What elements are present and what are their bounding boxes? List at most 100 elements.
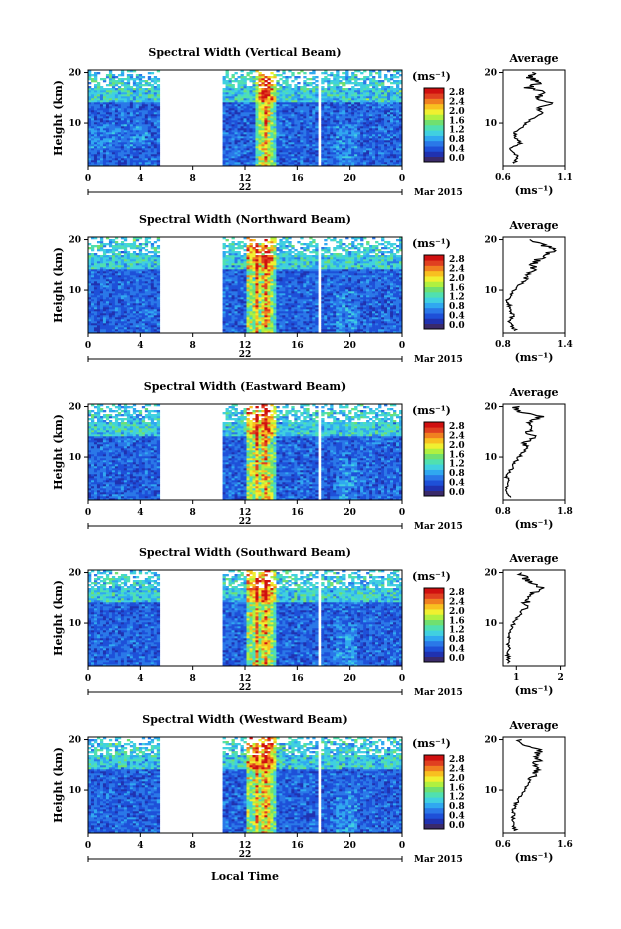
heatmap-cell: [228, 138, 232, 141]
heatmap-cell: [114, 126, 119, 129]
heatmap-cell: [156, 120, 161, 123]
heatmap-cell: [231, 311, 235, 314]
heatmap-cell: [393, 146, 397, 149]
heatmap-cell: [252, 122, 256, 125]
heatmap-cell: [303, 88, 307, 91]
heatmap-cell: [138, 311, 143, 314]
heatmap-cell: [156, 313, 161, 316]
heatmap-cell: [231, 128, 235, 131]
heatmap-cell: [264, 108, 268, 111]
heatmap-cell: [150, 267, 155, 270]
heatmap-cell: [129, 281, 134, 284]
heatmap-cell: [276, 124, 280, 127]
heatmap-cell: [306, 78, 310, 81]
heatmap-cell: [156, 301, 161, 304]
heatmap-cell: [93, 301, 98, 304]
heatmap-cell: [396, 148, 400, 151]
heatmap-cell: [375, 92, 379, 95]
heatmap-cell: [108, 162, 113, 165]
heatmap-cell: [267, 160, 271, 163]
heatmap-cell: [147, 76, 152, 79]
heatmap-cell: [120, 315, 125, 318]
heatmap-cell: [138, 102, 143, 105]
heatmap-cell: [144, 134, 149, 137]
heatmap-cell: [108, 154, 113, 157]
heatmap-cell: [291, 150, 295, 153]
heatmap-cell: [105, 255, 110, 258]
heatmap-cell: [105, 321, 110, 324]
heatmap-cell: [141, 243, 146, 246]
heatmap-cell: [135, 92, 140, 95]
heatmap-cell: [222, 253, 226, 256]
heatmap-cell: [129, 297, 134, 300]
heatmap-cell: [96, 100, 101, 103]
heatmap-cell: [348, 132, 352, 135]
heatmap-cell: [150, 329, 155, 332]
heatmap-cell: [336, 164, 340, 167]
heatmap-cell: [321, 86, 325, 89]
heatmap-cell: [147, 289, 152, 292]
heatmap-cell: [237, 116, 241, 119]
heatmap-cell: [102, 281, 107, 284]
heatmap-cell: [321, 82, 325, 85]
heatmap-cell: [345, 70, 349, 73]
heatmap-cell: [243, 82, 247, 85]
heatmap-cell: [279, 124, 283, 127]
heatmap-cell: [108, 156, 113, 159]
heatmap-cell: [88, 327, 92, 330]
heatmap-cell: [399, 164, 403, 167]
heatmap-cell: [357, 150, 361, 153]
heatmap-cell: [129, 90, 134, 93]
heatmap-cell: [240, 74, 244, 77]
heatmap-cell: [231, 319, 235, 322]
heatmap-cell: [153, 277, 158, 280]
heatmap-cell: [96, 160, 101, 163]
heatmap-cell: [88, 325, 92, 328]
heatmap-cell: [234, 281, 238, 284]
heatmap-cell: [300, 88, 304, 91]
heatmap-cell: [378, 156, 382, 159]
heatmap-cell: [144, 239, 149, 242]
heatmap-cell: [156, 307, 161, 310]
heatmap-cell: [141, 84, 146, 87]
heatmap-cell: [309, 90, 313, 93]
heatmap-cell: [126, 86, 131, 89]
heatmap-cell: [357, 156, 361, 159]
heatmap-cell: [393, 114, 397, 117]
heatmap-cell: [279, 146, 283, 149]
heatmap-cell: [387, 102, 391, 105]
heatmap-cell: [135, 273, 140, 276]
heatmap-cell: [150, 100, 155, 103]
heatmap-cell: [321, 90, 325, 93]
heatmap-cell: [255, 150, 259, 153]
heatmap-cell: [141, 317, 146, 320]
heatmap-cell: [246, 146, 250, 149]
heatmap-cell: [123, 315, 128, 318]
heatmap-cell: [138, 76, 143, 79]
heatmap-cell: [129, 331, 134, 334]
heatmap-cell: [93, 323, 98, 326]
heatmap-cell: [264, 96, 268, 99]
heatmap-cell: [138, 138, 143, 141]
heatmap-cell: [153, 152, 158, 155]
heatmap-cell: [330, 138, 334, 141]
heatmap-cell: [291, 152, 295, 155]
heatmap-cell: [141, 160, 146, 163]
heatmap-cell: [354, 74, 358, 77]
heatmap-cell: [309, 122, 313, 125]
heatmap-cell: [156, 88, 161, 91]
heatmap-cell: [285, 134, 289, 137]
heatmap-cell: [132, 327, 137, 330]
heatmap-cell: [129, 321, 134, 324]
heatmap-cell: [120, 100, 125, 103]
heatmap-cell: [285, 150, 289, 153]
heatmap-cell: [363, 120, 367, 123]
heatmap-cell: [99, 327, 104, 330]
heatmap-cell: [93, 257, 98, 260]
heatmap-cell: [225, 289, 229, 292]
heatmap-cell: [123, 271, 128, 274]
heatmap-cell: [108, 100, 113, 103]
colorbar-swatch: [424, 125, 444, 131]
heatmap-cell: [102, 106, 107, 109]
heatmap-cell: [231, 104, 235, 107]
